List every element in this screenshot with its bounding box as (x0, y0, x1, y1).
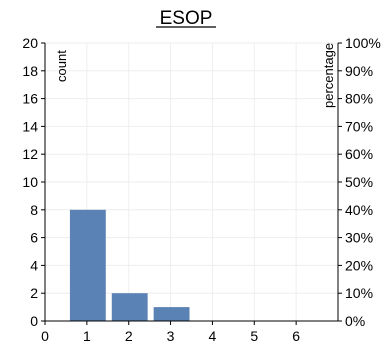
y-tick-label: 10 (22, 174, 38, 190)
y2-tick-label: 70% (345, 118, 373, 134)
y-tick-label: 12 (22, 146, 38, 162)
y-tick-label: 6 (30, 230, 38, 246)
y2-axis-label: percentage (321, 43, 336, 108)
bar-3 (153, 307, 190, 321)
x-tick-label: 5 (250, 328, 258, 344)
y-tick-label: 4 (30, 257, 38, 273)
y-tick-label: 20 (22, 35, 38, 51)
y2-tick-label: 20% (345, 257, 373, 273)
y-tick-label: 2 (30, 285, 38, 301)
y-tick-label: 0 (30, 313, 38, 329)
chart-title: ESOP (160, 8, 213, 29)
y-tick-label: 16 (22, 91, 38, 107)
y2-tick-label: 100% (345, 35, 381, 51)
y-tick-label: 14 (22, 118, 38, 134)
y2-tick-label: 60% (345, 146, 373, 162)
bar-1 (69, 209, 106, 321)
y-tick-label: 8 (30, 202, 38, 218)
y2-tick-label: 10% (345, 285, 373, 301)
y-tick-label: 18 (22, 63, 38, 79)
bars (69, 209, 190, 321)
y-axis-label: count (54, 50, 69, 82)
x-tick-label: 3 (167, 328, 175, 344)
y2-tick-label: 90% (345, 63, 373, 79)
x-tick-label: 4 (209, 328, 217, 344)
y2-tick-label: 80% (345, 91, 373, 107)
y2-tick-label: 40% (345, 202, 373, 218)
x-tick-label: 1 (83, 328, 91, 344)
x-tick-label: 2 (125, 328, 133, 344)
ticks: 024681012141618200%10%20%30%40%50%60%70%… (22, 35, 380, 344)
bar-2 (111, 293, 148, 321)
y2-tick-label: 30% (345, 230, 373, 246)
x-tick-label: 0 (41, 328, 49, 344)
y2-tick-label: 50% (345, 174, 373, 190)
y2-tick-label: 0% (345, 313, 365, 329)
x-tick-label: 6 (292, 328, 300, 344)
